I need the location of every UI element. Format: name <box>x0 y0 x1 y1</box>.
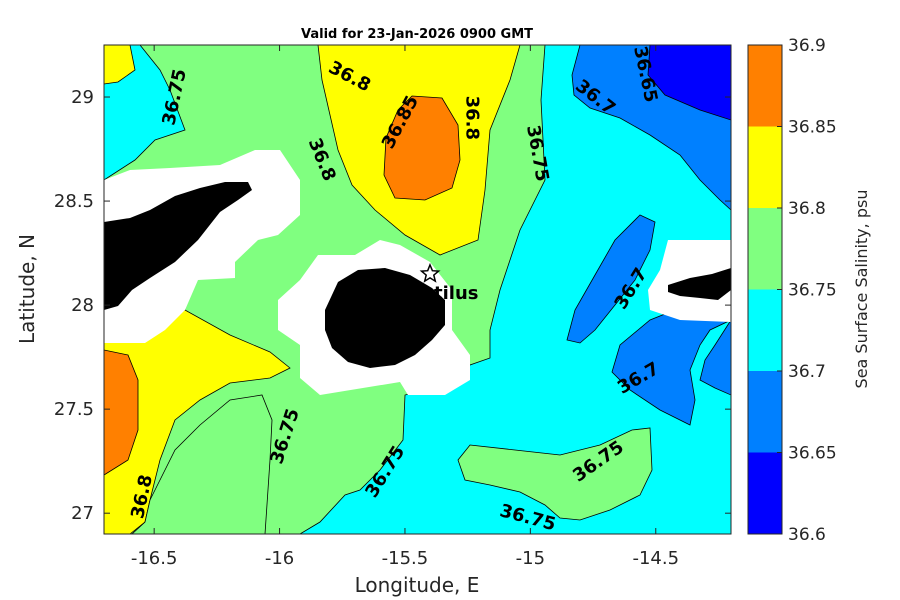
y-tick-label: 28 <box>71 295 94 316</box>
colorbar-segment <box>748 45 782 127</box>
x-tick-label: -14.5 <box>632 548 679 569</box>
island-gran-canaria <box>325 268 445 368</box>
x-tick-label: -15 <box>516 548 545 569</box>
colorbar-segment <box>748 208 782 290</box>
salinity-field <box>104 45 731 534</box>
colorbar-tick-label: 36.9 <box>788 36 826 56</box>
coastal-buffer-west <box>104 150 300 343</box>
band-36.85-36.9-north <box>383 95 461 201</box>
colorbar-tick-label: 36.75 <box>788 281 837 301</box>
colorbar: 36.6 36.65 36.7 36.75 36.8 36.85 36.9 <box>747 36 837 545</box>
y-tick-label: 27 <box>71 503 94 524</box>
chart-title: Valid for 23-Jan-2026 0900 GMT <box>301 27 533 42</box>
band-36.6-36.65-northeast <box>647 45 731 121</box>
y-axis-label: Latitude, N <box>15 234 39 344</box>
x-tick-label: -15.5 <box>382 548 429 569</box>
band-36.8-36.85-southwest <box>104 309 291 534</box>
x-tick-label: -16.5 <box>131 548 178 569</box>
y-axis: 27 27.5 28 28.5 29 <box>54 87 731 524</box>
island-fuerteventura <box>668 268 731 300</box>
contour-label: 36.8 <box>462 96 483 140</box>
x-axis: -16.5 -16 -15.5 -15 -14.5 <box>131 45 679 569</box>
plot-frame <box>103 44 732 535</box>
y-tick-label: 28.5 <box>54 191 94 212</box>
y-tick-label: 29 <box>71 87 94 108</box>
station-star <box>419 262 441 283</box>
band-36.65-36.7-east-lower <box>699 319 731 396</box>
colorbar-segment <box>748 126 782 208</box>
colorbar-tick-label: 36.6 <box>788 525 826 545</box>
colorbar-segment <box>748 452 782 534</box>
band-36.75-36.8-southwest <box>131 394 273 534</box>
x-tick-label: -16 <box>265 548 294 569</box>
band-36.8-36.85-top-left <box>104 45 136 85</box>
band-36.7-36.75-west-pocket <box>104 45 186 181</box>
colorbar-segment <box>748 289 782 371</box>
band-36.85-36.9-southwest <box>104 349 139 476</box>
colorbar-segment <box>748 371 782 453</box>
island-tenerife <box>104 182 252 310</box>
station-marker: tilus <box>419 262 479 304</box>
band-36.75-36.8-south <box>457 427 653 521</box>
station-label: tilus <box>434 283 478 304</box>
colorbar-tick-label: 36.7 <box>788 362 826 382</box>
y-tick-label: 27.5 <box>54 399 94 420</box>
band-36.65-36.7-streak <box>566 214 656 344</box>
colorbar-tick-label: 36.8 <box>788 199 826 219</box>
colorbar-label: Sea Surface Salinity, psu <box>852 190 871 389</box>
colorbar-tick-label: 36.85 <box>788 118 837 138</box>
colorbar-tick-label: 36.65 <box>788 444 837 464</box>
x-axis-label: Longitude, E <box>355 573 480 597</box>
